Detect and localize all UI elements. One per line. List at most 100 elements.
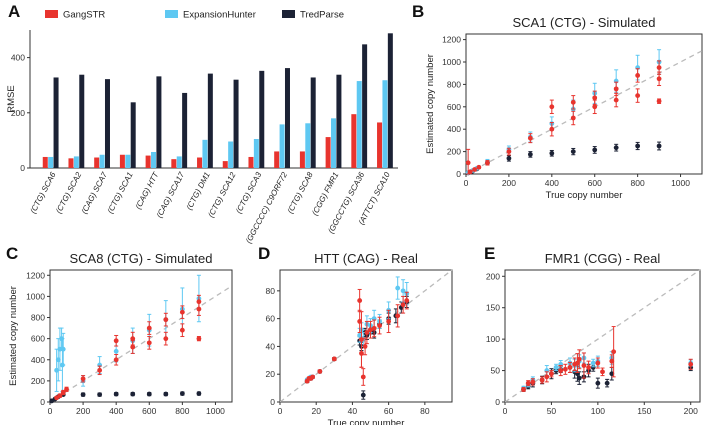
point-gangstr xyxy=(570,115,576,121)
point-gangstr xyxy=(357,319,363,324)
y-tick-label: 400 xyxy=(447,124,461,134)
point-expansionhunter xyxy=(113,348,119,354)
point-tredparse xyxy=(570,149,576,155)
point-tredparse xyxy=(656,143,662,149)
y-tick-label: 200 xyxy=(447,147,461,157)
point-tredparse xyxy=(604,380,610,386)
point-tredparse xyxy=(595,380,601,386)
panel-d: D HTT (CAG) - Real 0 20 40 60 80 0 20 40 60 80 True … xyxy=(258,244,453,425)
legend-label-expansionhunter: ExpansionHunter xyxy=(183,10,256,21)
y-tick-label: 0 xyxy=(40,397,45,407)
bar-gangstr xyxy=(68,158,74,168)
point-gangstr xyxy=(113,338,119,344)
point-gangstr xyxy=(611,349,617,355)
bar-tredparse xyxy=(53,77,59,168)
y-tick-label: 1200 xyxy=(26,270,45,280)
point-gangstr xyxy=(163,336,169,342)
point-tredparse xyxy=(635,143,641,149)
point-tredparse xyxy=(592,147,598,153)
bar-expansionhunter xyxy=(331,118,337,168)
x-tick-label: 150 xyxy=(637,406,651,416)
bar-expansionhunter xyxy=(253,139,259,168)
point-gangstr xyxy=(97,367,103,373)
y-tick-label: 800 xyxy=(447,79,461,89)
y-tick-label: 200 xyxy=(31,376,45,386)
panel-b: B SCA1 (CTG) - Simulated 0 200 400 600 800 1000… xyxy=(412,2,703,201)
point-gangstr xyxy=(310,374,315,380)
y-tick-label: 1000 xyxy=(442,57,461,67)
point-gangstr xyxy=(368,327,373,333)
y-tick-label: 1200 xyxy=(442,35,461,45)
point-gangstr xyxy=(357,298,363,303)
bar-expansionhunter xyxy=(125,154,131,168)
point-gangstr xyxy=(130,336,136,342)
bar-tredparse xyxy=(233,79,239,168)
point-gangstr xyxy=(64,386,69,392)
point-expansionhunter xyxy=(590,360,596,366)
x-tick-label: 200 xyxy=(76,406,90,416)
bar-expansionhunter xyxy=(202,139,208,168)
y-tick-label: 800 xyxy=(31,313,45,323)
point-gangstr xyxy=(472,167,477,172)
bar-gangstr xyxy=(351,114,357,168)
panel-letter-d: D xyxy=(258,244,270,263)
bar-tredparse xyxy=(387,33,393,169)
point-gangstr xyxy=(656,76,662,82)
legend-label-tredparse: TredParse xyxy=(300,10,344,21)
legend-swatch-expansionhunter xyxy=(165,10,178,18)
y-axis-label: Estimated copy number xyxy=(8,286,19,386)
point-gangstr xyxy=(146,325,152,331)
point-gangstr xyxy=(549,371,554,377)
point-gangstr xyxy=(467,169,473,175)
legend-swatch-tredparse xyxy=(282,10,295,18)
x-tick-label: 0 xyxy=(278,406,283,416)
y-tick-label: 400 xyxy=(31,355,45,365)
point-gangstr xyxy=(635,73,641,78)
identity-line xyxy=(465,50,703,175)
point-tredparse xyxy=(163,391,169,397)
point-gangstr xyxy=(613,86,619,92)
x-tick-label: 200 xyxy=(502,178,516,188)
point-gangstr xyxy=(575,360,580,366)
x-tick-label: 0 xyxy=(464,178,469,188)
x-tick-label: 600 xyxy=(142,406,156,416)
bar-tredparse xyxy=(284,68,290,168)
point-gangstr xyxy=(130,344,136,350)
point-gangstr xyxy=(364,330,370,335)
point-gangstr xyxy=(60,390,66,395)
panel-title: SCA8 (CTG) - Simulated xyxy=(69,251,212,266)
x-tick-label: (CGG) FMR1 xyxy=(310,171,340,217)
y-tick-label: 100 xyxy=(486,334,500,344)
y-tick-label: 50 xyxy=(491,366,501,376)
point-gangstr xyxy=(558,368,564,373)
x-tick-label: 50 xyxy=(547,406,557,416)
bar-tredparse xyxy=(207,73,213,168)
x-tick-label: 0 xyxy=(48,406,53,416)
panel-letter-b: B xyxy=(412,2,424,21)
panel-letter-c: C xyxy=(6,244,18,263)
x-tick-label: 1000 xyxy=(206,406,225,416)
bar-gangstr xyxy=(222,161,228,168)
point-tredparse xyxy=(130,391,136,397)
point-gangstr xyxy=(360,374,366,380)
y-tick-label: 600 xyxy=(447,102,461,112)
point-gangstr xyxy=(404,298,410,303)
point-gangstr xyxy=(506,149,512,155)
bar-expansionhunter xyxy=(356,81,362,168)
y-tick-label: 200 xyxy=(11,108,25,118)
point-tredparse xyxy=(196,391,202,396)
bar-expansionhunter xyxy=(151,151,157,168)
point-tredparse xyxy=(613,145,619,151)
point-expansionhunter xyxy=(553,365,559,370)
point-gangstr xyxy=(400,302,406,308)
point-tredparse xyxy=(179,391,185,396)
point-gangstr xyxy=(362,344,368,349)
bar-tredparse xyxy=(104,79,110,168)
bar-expansionhunter xyxy=(48,156,54,168)
x-tick-label: (CTG) SCA6 xyxy=(28,170,57,215)
y-tick-label: 200 xyxy=(486,271,500,281)
bar-tredparse xyxy=(182,92,188,168)
bar-expansionhunter xyxy=(279,124,285,168)
x-tick-label: 100 xyxy=(591,406,605,416)
point-tredparse xyxy=(146,391,152,397)
